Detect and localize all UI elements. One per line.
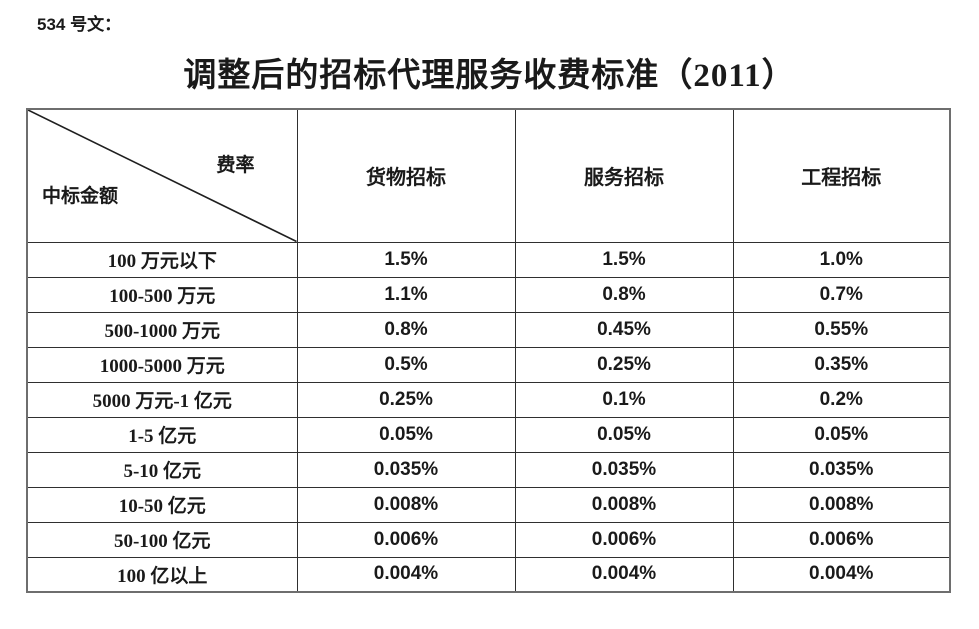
- table-header-row: 费率 中标金额 货物招标 服务招标 工程招标: [26, 108, 951, 243]
- column-header-services: 服务招标: [514, 108, 734, 243]
- table-row: 10-50 亿元 0.008% 0.008% 0.008%: [26, 486, 951, 523]
- cell-value: 0.035%: [296, 451, 516, 488]
- cell-value: 0.008%: [514, 486, 734, 523]
- cell-value: 0.008%: [732, 486, 951, 523]
- row-label: 50-100 亿元: [26, 521, 298, 558]
- cell-value: 0.8%: [514, 276, 734, 313]
- table-row: 50-100 亿元 0.006% 0.006% 0.006%: [26, 521, 951, 558]
- cell-value: 0.7%: [732, 276, 951, 313]
- cell-value: 0.05%: [296, 416, 516, 453]
- corner-rate-label: 费率: [216, 155, 255, 176]
- column-header-goods: 货物招标: [296, 108, 516, 243]
- cell-value: 0.006%: [514, 521, 734, 558]
- cell-value: 0.45%: [514, 311, 734, 348]
- cell-value: 0.006%: [732, 521, 951, 558]
- table-row: 500-1000 万元 0.8% 0.45% 0.55%: [26, 311, 951, 348]
- diagonal-corner-cell: 费率 中标金额: [26, 108, 298, 243]
- cell-value: 0.004%: [514, 556, 734, 593]
- row-label: 100 万元以下: [26, 241, 298, 278]
- table-row: 5-10 亿元 0.035% 0.035% 0.035%: [26, 451, 951, 488]
- cell-value: 0.5%: [296, 346, 516, 383]
- cell-value: 0.2%: [732, 381, 951, 418]
- cell-value: 0.25%: [514, 346, 734, 383]
- cell-value: 1.5%: [296, 241, 516, 278]
- cell-value: 0.035%: [732, 451, 951, 488]
- doc-ref-label: 534 号文：: [37, 15, 122, 34]
- cell-value: 1.1%: [296, 276, 516, 313]
- row-label: 5000 万元-1 亿元: [26, 381, 298, 418]
- cell-value: 0.05%: [514, 416, 734, 453]
- cell-value: 0.1%: [514, 381, 734, 418]
- row-label: 10-50 亿元: [26, 486, 298, 523]
- corner-amount-label: 中标金额: [42, 185, 119, 207]
- table-row: 100 亿以上 0.004% 0.004% 0.004%: [26, 556, 951, 593]
- row-label: 100 亿以上: [26, 556, 298, 593]
- cell-value: 0.008%: [296, 486, 516, 523]
- row-label: 500-1000 万元: [26, 311, 298, 348]
- row-label: 1-5 亿元: [26, 416, 298, 453]
- table-row: 5000 万元-1 亿元 0.25% 0.1% 0.2%: [26, 381, 951, 418]
- table-row: 100-500 万元 1.1% 0.8% 0.7%: [26, 276, 951, 313]
- cell-value: 0.004%: [732, 556, 951, 593]
- row-label: 1000-5000 万元: [26, 346, 298, 383]
- row-label: 5-10 亿元: [26, 451, 298, 488]
- cell-value: 1.0%: [732, 241, 951, 278]
- cell-value: 0.35%: [732, 346, 951, 383]
- cell-value: 0.004%: [296, 556, 516, 593]
- cell-value: 1.5%: [514, 241, 734, 278]
- page-title: 调整后的招标代理服务收费标准（2011）: [183, 58, 796, 94]
- table-row: 100 万元以下 1.5% 1.5% 1.0%: [26, 241, 951, 278]
- cell-value: 0.8%: [296, 311, 516, 348]
- cell-value: 0.55%: [732, 311, 951, 348]
- cell-value: 0.25%: [296, 381, 516, 418]
- table-row: 1-5 亿元 0.05% 0.05% 0.05%: [26, 416, 951, 453]
- cell-value: 0.05%: [732, 416, 951, 453]
- column-header-engineering: 工程招标: [732, 108, 951, 243]
- row-label: 100-500 万元: [26, 276, 298, 313]
- table-row: 1000-5000 万元 0.5% 0.25% 0.35%: [26, 346, 951, 383]
- diagonal-line: [28, 110, 297, 242]
- fee-standard-table: 费率 中标金额 货物招标 服务招标 工程招标 100 万元以下 1.5% 1.5…: [26, 108, 951, 593]
- cell-value: 0.035%: [514, 451, 734, 488]
- cell-value: 0.006%: [296, 521, 516, 558]
